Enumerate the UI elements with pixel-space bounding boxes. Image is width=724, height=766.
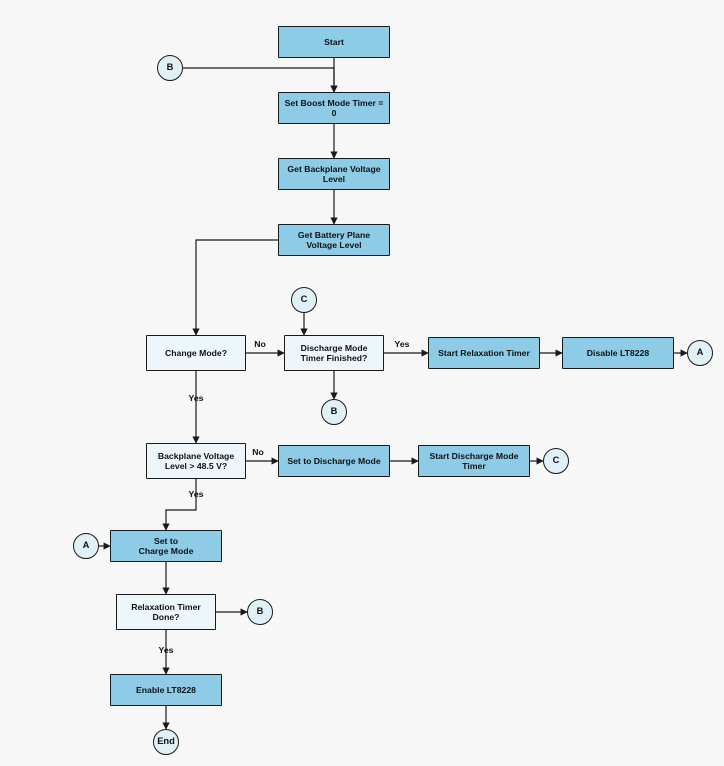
node-label: Change Mode?	[165, 348, 227, 358]
node-disable: Disable LT8228	[562, 337, 674, 369]
node-change: Change Mode?	[146, 335, 246, 371]
node-connC_right: C	[543, 448, 569, 474]
node-bp485: Backplane Voltage Level > 48.5 V?	[146, 443, 246, 479]
node-timer0: Set Boost Mode Timer = 0	[278, 92, 390, 124]
edge-label-change-bp485: Yes	[181, 393, 211, 403]
node-label: A	[697, 347, 704, 358]
node-connB_bot: B	[247, 599, 273, 625]
node-label: Enable LT8228	[136, 685, 196, 695]
node-label: Discharge Mode Timer Finished?	[289, 343, 379, 364]
node-label: Start Relaxation Timer	[438, 348, 530, 358]
edge-label-relaxDone-enable: Yes	[151, 645, 181, 655]
node-label: Get Backplane Voltage Level	[283, 164, 385, 185]
node-relaxDone: Relaxation Timer Done?	[116, 594, 216, 630]
node-label: Set Boost Mode Timer = 0	[283, 98, 385, 119]
node-dischFin: Discharge Mode Timer Finished?	[284, 335, 384, 371]
node-enable: Enable LT8228	[110, 674, 222, 706]
node-getBack: Get Backplane Voltage Level	[278, 158, 390, 190]
node-end: End	[153, 729, 179, 755]
edge-getBatt-to-change	[196, 240, 278, 335]
node-getBatt: Get Battery Plane Voltage Level	[278, 224, 390, 256]
node-connB_top: B	[157, 55, 183, 81]
node-relaxStart: Start Relaxation Timer	[428, 337, 540, 369]
edge-bp485-to-setCharge	[166, 479, 196, 530]
node-label: Start	[324, 37, 344, 47]
edge-label-change-dischFin: No	[245, 339, 275, 349]
edge-label-bp485-setDisch: No	[243, 447, 273, 457]
node-startDisch: Start Discharge Mode Timer	[418, 445, 530, 477]
node-label: B	[331, 406, 338, 417]
node-setCharge: Set to Charge Mode	[110, 530, 222, 562]
node-label: Disable LT8228	[587, 348, 649, 358]
node-connA_left: A	[73, 533, 99, 559]
node-label: C	[301, 294, 308, 305]
node-label: A	[83, 540, 90, 551]
node-connC_top: C	[291, 287, 317, 313]
edge-label-dischFin-relaxStart: Yes	[387, 339, 417, 349]
node-label: C	[553, 455, 560, 466]
node-label: Start Discharge Mode Timer	[423, 451, 525, 472]
node-connA_right: A	[687, 340, 713, 366]
node-label: Get Battery Plane Voltage Level	[283, 230, 385, 251]
node-label: Set to Charge Mode	[139, 536, 194, 557]
node-setDisch: Set to Discharge Mode	[278, 445, 390, 477]
flowchart-canvas: No Yes Yes No Yes Yes Start Set Boost Mode Time…	[0, 0, 724, 766]
edge-connB_top-to-timer0	[183, 68, 334, 92]
node-label: Backplane Voltage Level > 48.5 V?	[151, 451, 241, 472]
node-label: B	[167, 62, 174, 73]
node-connB_mid: B	[321, 399, 347, 425]
edge-label-bp485-setCharge: Yes	[181, 489, 211, 499]
node-label: End	[157, 736, 175, 747]
node-label: Relaxation Timer Done?	[121, 602, 211, 623]
node-label: B	[257, 606, 264, 617]
node-label: Set to Discharge Mode	[287, 456, 380, 466]
node-start: Start	[278, 26, 390, 58]
